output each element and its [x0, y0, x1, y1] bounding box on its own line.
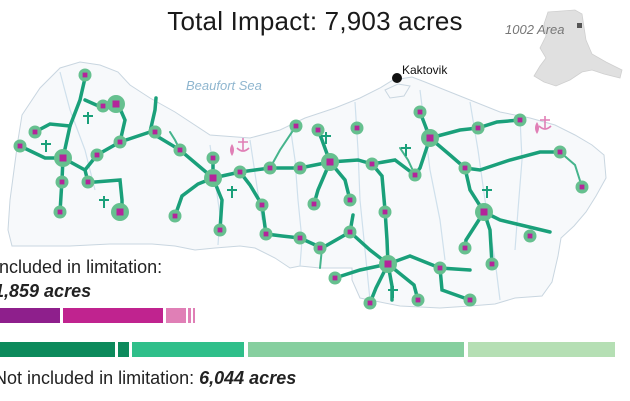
not-included-bar-segment-5: [468, 342, 615, 357]
pad-square: [59, 179, 65, 185]
pad-square: [412, 172, 418, 178]
pad-square: [82, 72, 88, 78]
pad-square: [489, 261, 495, 267]
pad-square: [527, 233, 533, 239]
pad-square: [557, 149, 563, 155]
pad-square: [237, 169, 243, 175]
pad-square: [297, 165, 303, 171]
town-label: Kaktovik: [402, 63, 448, 77]
not-included-bar-segment-2: [118, 342, 129, 357]
pad-square: [112, 100, 120, 108]
pad-square: [152, 129, 158, 135]
not-included-bar-segment-1: [0, 342, 115, 357]
pad-square: [475, 125, 481, 131]
pad-square: [369, 161, 375, 167]
pad-square: [293, 123, 299, 129]
pad-square: [480, 208, 488, 216]
not-included-value: 6,044 acres: [199, 368, 297, 388]
pad-square: [415, 297, 421, 303]
pad-square: [317, 245, 323, 251]
pad-square: [100, 103, 106, 109]
pad-square: [347, 197, 353, 203]
included-bar-segment-3: [166, 308, 186, 323]
pad-square: [347, 229, 353, 235]
pad-square: [32, 129, 38, 135]
pad-square: [354, 125, 360, 131]
pad-square: [467, 297, 473, 303]
inset-label: 1002 Area: [505, 22, 565, 37]
pad-square: [417, 109, 423, 115]
pad-square: [263, 231, 269, 237]
pad-square: [117, 139, 123, 145]
land-area: [7, 61, 607, 309]
included-bar-segment-2: [63, 308, 163, 323]
pad-square: [267, 165, 273, 171]
pad-square: [210, 155, 216, 161]
pad-square: [462, 245, 468, 251]
kaktovik-island: [384, 83, 411, 99]
pad-square: [326, 158, 334, 166]
pad-square: [172, 213, 178, 219]
anchor-markers: [236, 116, 552, 152]
pad-square: [315, 127, 321, 133]
pad-square: [384, 260, 392, 268]
pad-square: [426, 134, 434, 142]
pad-square: [85, 179, 91, 185]
page-title: Total Impact: 7,903 acres: [167, 6, 463, 36]
pad-square: [297, 235, 303, 241]
pad-square: [217, 227, 223, 233]
pad-square: [59, 154, 67, 162]
pad-square: [579, 184, 585, 190]
not-included-bar-segment-3: [132, 342, 244, 357]
pad-square: [332, 275, 338, 281]
pad-square: [177, 147, 183, 153]
pad-square: [57, 209, 63, 215]
pad-square: [17, 143, 23, 149]
not-included-label: Not included in limitation:: [0, 368, 195, 388]
pad-square: [517, 117, 523, 123]
alaska-inset-map: [533, 9, 623, 87]
pad-square: [437, 265, 443, 271]
pad-square: [116, 208, 124, 216]
included-label: Included in limitation:: [0, 257, 163, 277]
sea-label: Beaufort Sea: [186, 78, 262, 93]
included-value: 1,859 acres: [0, 281, 92, 301]
pad-square: [462, 165, 468, 171]
cross-markers: [41, 112, 492, 298]
included-bar-segment-1: [0, 308, 60, 323]
kaktovik-town-marker: [392, 73, 402, 83]
well-pads: [13, 68, 589, 310]
not-included-line: Not included in limitation: 6,044 acres: [0, 368, 296, 389]
not-included-bar-segment-4: [248, 342, 464, 357]
inset-1002-marker: [577, 23, 582, 28]
pad-square: [209, 174, 217, 182]
pad-square: [382, 209, 388, 215]
drop-markers: [230, 122, 539, 156]
pad-square: [94, 152, 100, 158]
included-bar-segment-5: [193, 308, 195, 323]
pad-square: [367, 300, 373, 306]
pad-square: [259, 202, 265, 208]
included-bar-segment-4: [188, 308, 191, 323]
pad-square: [311, 201, 317, 207]
